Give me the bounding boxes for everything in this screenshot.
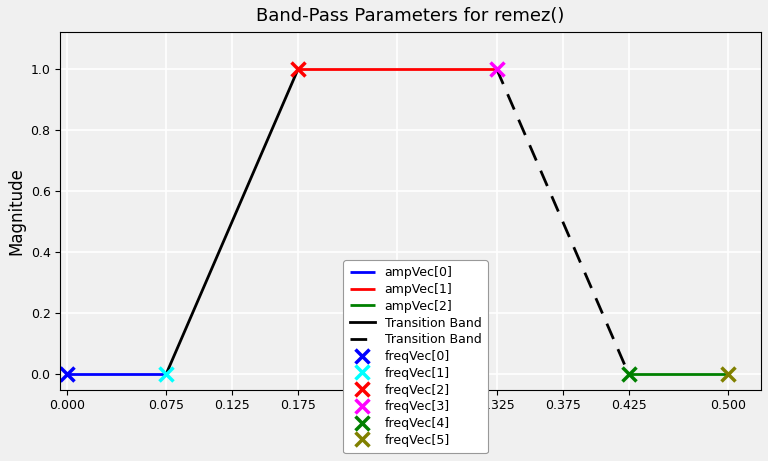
Y-axis label: Magnitude: Magnitude xyxy=(7,167,25,255)
ampVec[1] xyxy=(293,66,303,71)
Legend: ampVec[0], ampVec[1], ampVec[2], Transition Band, Transition Band, freqVec[0], f: ampVec[0], ampVec[1], ampVec[2], Transit… xyxy=(343,260,488,453)
ampVec[2] xyxy=(624,372,634,377)
ampVec[2] xyxy=(723,372,733,377)
ampVec[0] xyxy=(161,372,170,377)
Title: Band-Pass Parameters for remez(): Band-Pass Parameters for remez() xyxy=(257,7,564,25)
ampVec[0] xyxy=(62,372,71,377)
ampVec[1] xyxy=(492,66,502,71)
X-axis label: Frequency f/f$_s$: Frequency f/f$_s$ xyxy=(352,418,470,440)
